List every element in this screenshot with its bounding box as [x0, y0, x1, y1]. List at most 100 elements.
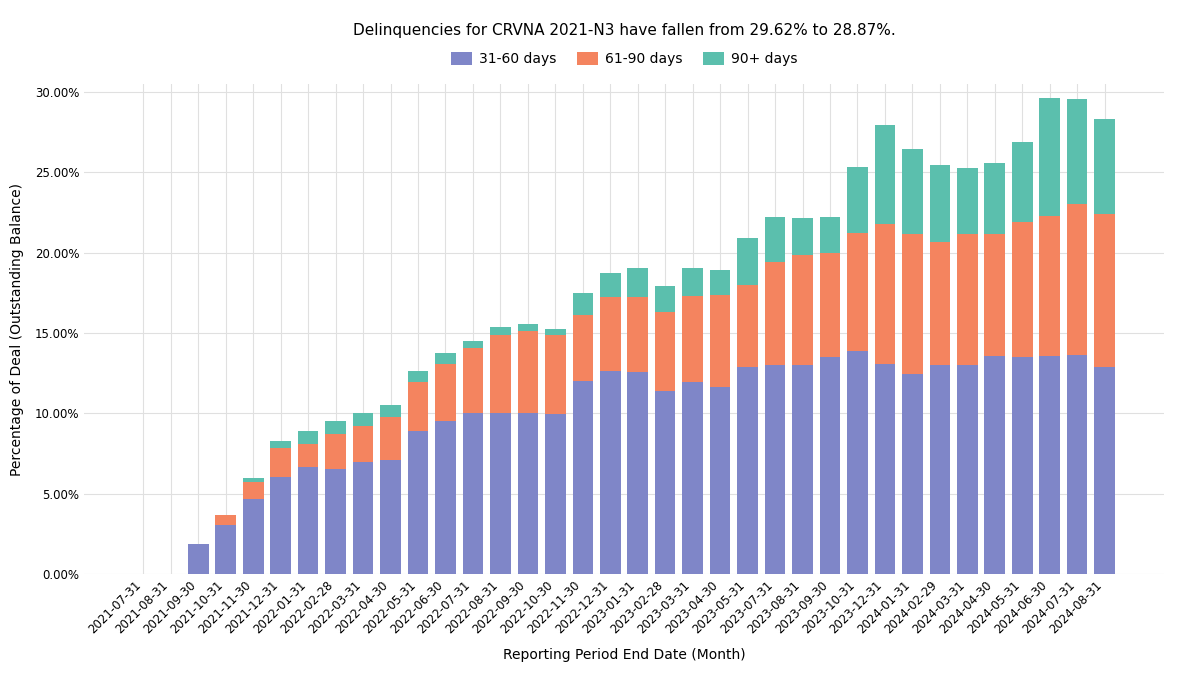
Bar — [764, 262, 785, 365]
Bar — [325, 469, 346, 574]
Bar — [930, 365, 950, 574]
Bar — [1012, 357, 1032, 574]
Bar — [572, 382, 593, 574]
Bar — [930, 242, 950, 365]
Bar — [436, 363, 456, 421]
Bar — [216, 514, 236, 525]
Bar — [710, 295, 731, 387]
Bar — [792, 365, 812, 574]
Bar — [1067, 204, 1087, 355]
Bar — [956, 167, 978, 234]
Bar — [875, 125, 895, 224]
Legend: 31-60 days, 61-90 days, 90+ days: 31-60 days, 61-90 days, 90+ days — [445, 47, 803, 72]
Bar — [490, 328, 511, 335]
Bar — [1094, 214, 1115, 367]
Bar — [847, 351, 868, 574]
Bar — [875, 224, 895, 364]
Bar — [628, 268, 648, 297]
Bar — [1039, 356, 1060, 574]
Bar — [847, 167, 868, 232]
Bar — [1094, 367, 1115, 574]
X-axis label: Reporting Period End Date (Month): Reporting Period End Date (Month) — [503, 648, 745, 661]
Bar — [600, 371, 620, 574]
Bar — [820, 217, 840, 253]
Bar — [1094, 118, 1115, 214]
Bar — [1067, 355, 1087, 574]
Bar — [655, 286, 676, 312]
Bar — [875, 364, 895, 574]
Bar — [737, 238, 758, 285]
Bar — [600, 297, 620, 371]
Bar — [683, 382, 703, 574]
Bar — [902, 149, 923, 234]
Bar — [683, 296, 703, 382]
Y-axis label: Percentage of Deal (Outstanding Balance): Percentage of Deal (Outstanding Balance) — [10, 183, 24, 475]
Bar — [517, 324, 538, 330]
Title: Delinquencies for CRVNA 2021-N3 have fallen from 29.62% to 28.87%.: Delinquencies for CRVNA 2021-N3 have fal… — [353, 23, 895, 38]
Bar — [820, 253, 840, 357]
Bar — [490, 335, 511, 413]
Bar — [628, 372, 648, 574]
Bar — [436, 421, 456, 574]
Bar — [216, 525, 236, 574]
Bar — [710, 270, 731, 295]
Bar — [1012, 142, 1032, 222]
Bar — [737, 367, 758, 574]
Bar — [380, 405, 401, 416]
Bar — [298, 431, 318, 444]
Bar — [353, 461, 373, 574]
Bar — [792, 255, 812, 365]
Bar — [600, 273, 620, 297]
Bar — [517, 413, 538, 574]
Bar — [270, 477, 292, 574]
Bar — [956, 234, 978, 365]
Bar — [930, 165, 950, 242]
Bar — [545, 335, 565, 414]
Bar — [298, 467, 318, 574]
Bar — [380, 460, 401, 574]
Bar — [572, 293, 593, 314]
Bar — [353, 413, 373, 426]
Bar — [242, 477, 264, 482]
Bar — [764, 365, 785, 574]
Bar — [380, 416, 401, 460]
Bar — [463, 341, 484, 349]
Bar — [820, 357, 840, 574]
Bar — [408, 371, 428, 382]
Bar — [545, 414, 565, 574]
Bar — [984, 234, 1006, 356]
Bar — [270, 441, 292, 448]
Bar — [1039, 216, 1060, 356]
Bar — [1012, 222, 1032, 357]
Bar — [655, 391, 676, 574]
Bar — [270, 448, 292, 477]
Bar — [1039, 99, 1060, 216]
Bar — [847, 232, 868, 351]
Bar — [463, 413, 484, 574]
Bar — [325, 421, 346, 434]
Bar — [353, 426, 373, 461]
Bar — [408, 382, 428, 431]
Bar — [764, 216, 785, 262]
Bar — [956, 365, 978, 574]
Bar — [325, 434, 346, 469]
Bar — [572, 314, 593, 382]
Bar — [737, 285, 758, 367]
Bar — [408, 431, 428, 574]
Bar — [792, 218, 812, 255]
Bar — [242, 499, 264, 574]
Bar — [188, 545, 209, 574]
Bar — [490, 413, 511, 574]
Bar — [710, 387, 731, 574]
Bar — [984, 162, 1006, 234]
Bar — [242, 482, 264, 499]
Bar — [1067, 99, 1087, 204]
Bar — [298, 444, 318, 467]
Bar — [984, 356, 1006, 574]
Bar — [655, 312, 676, 391]
Bar — [683, 268, 703, 296]
Bar — [902, 234, 923, 374]
Bar — [902, 374, 923, 574]
Bar — [545, 329, 565, 335]
Bar — [628, 297, 648, 372]
